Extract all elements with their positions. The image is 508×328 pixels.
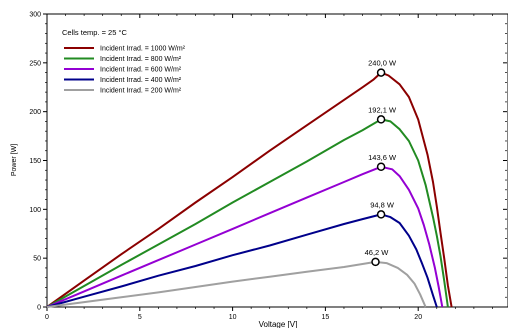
mpp-label-1: 192,1 W [368,105,397,114]
y-tick-label-150: 150 [29,158,41,165]
x-tick-label-20: 20 [414,314,422,321]
mpp-label-0: 240,0 W [368,59,397,68]
axis-ticks: 0 50 100 150 200 250 300 0 5 10 15 20 [29,12,507,321]
mpp-marker-0 [376,68,386,77]
mpp-label-2: 143,6 W [368,153,397,162]
series-line-2 [46,165,444,308]
y-tick-label-200: 200 [29,109,41,116]
legend-title: Cells temp. = 25 °C [62,28,127,37]
mpp-label-3: 94,8 W [370,200,395,209]
x-tick-label-0: 0 [45,314,49,321]
legend-label-2: Incident Irrad. = 600 W/m² [100,67,182,74]
legend: Cells temp. = 25 °C Incident Irrad. = 100… [62,28,186,95]
mpp-marker-4 [371,257,380,267]
y-tick-label-100: 100 [29,207,41,214]
y-tick-label-300: 300 [29,12,41,19]
x-tick-label-15: 15 [322,314,330,321]
x-tick-label-10: 10 [229,314,237,321]
y-axis-label: Power [W] [11,144,18,176]
plot-area [46,13,508,308]
mpp-marker-3 [376,210,386,219]
mpp-label-4: 46,2 W [365,248,390,257]
legend-label-3: Incident Irrad. = 400 W/m² [100,77,182,84]
legend-label-4: Incident Irrad. = 200 W/m² [100,88,182,95]
mpp-marker-2 [376,162,386,172]
mpp-marker-1 [376,115,386,124]
y-tick-label-250: 250 [29,60,41,67]
legend-label-1: Incident Irrad. = 800 W/m² [100,56,182,63]
y-tick-label-0: 0 [37,305,41,312]
max-power-points: 240,0 W 192,1 W 143,6 W 94,8 W 46,2 W [365,59,397,267]
y-tick-label-50: 50 [33,256,41,263]
x-tick-label-5: 5 [138,314,142,321]
legend-label-0: Incident Irrad. = 1000 W/m² [100,46,186,53]
series-line-4 [46,260,427,308]
x-axis-label: Voltage [V] [259,320,298,328]
series-line-3 [46,213,438,308]
